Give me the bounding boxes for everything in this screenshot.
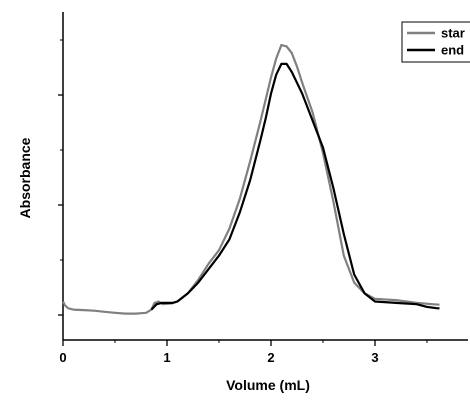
x-axis-title: Volume (mL) (226, 377, 310, 393)
x-tick-label: 2 (267, 350, 274, 365)
x-tick-label: 0 (59, 350, 66, 365)
x-tick-label: 1 (163, 350, 170, 365)
legend-label-end: end (441, 43, 464, 58)
legend-label-start: star (441, 26, 465, 41)
legend: star end (401, 21, 470, 63)
legend-box (401, 21, 470, 63)
y-axis-title: Absorbance (17, 137, 33, 218)
axes (62, 12, 468, 341)
series-layer (62, 43, 440, 315)
ticks: 0 1 2 3 (58, 39, 428, 365)
series-line-end (150, 62, 440, 311)
x-tick-label: 3 (371, 350, 378, 365)
series-line-start (62, 43, 440, 315)
